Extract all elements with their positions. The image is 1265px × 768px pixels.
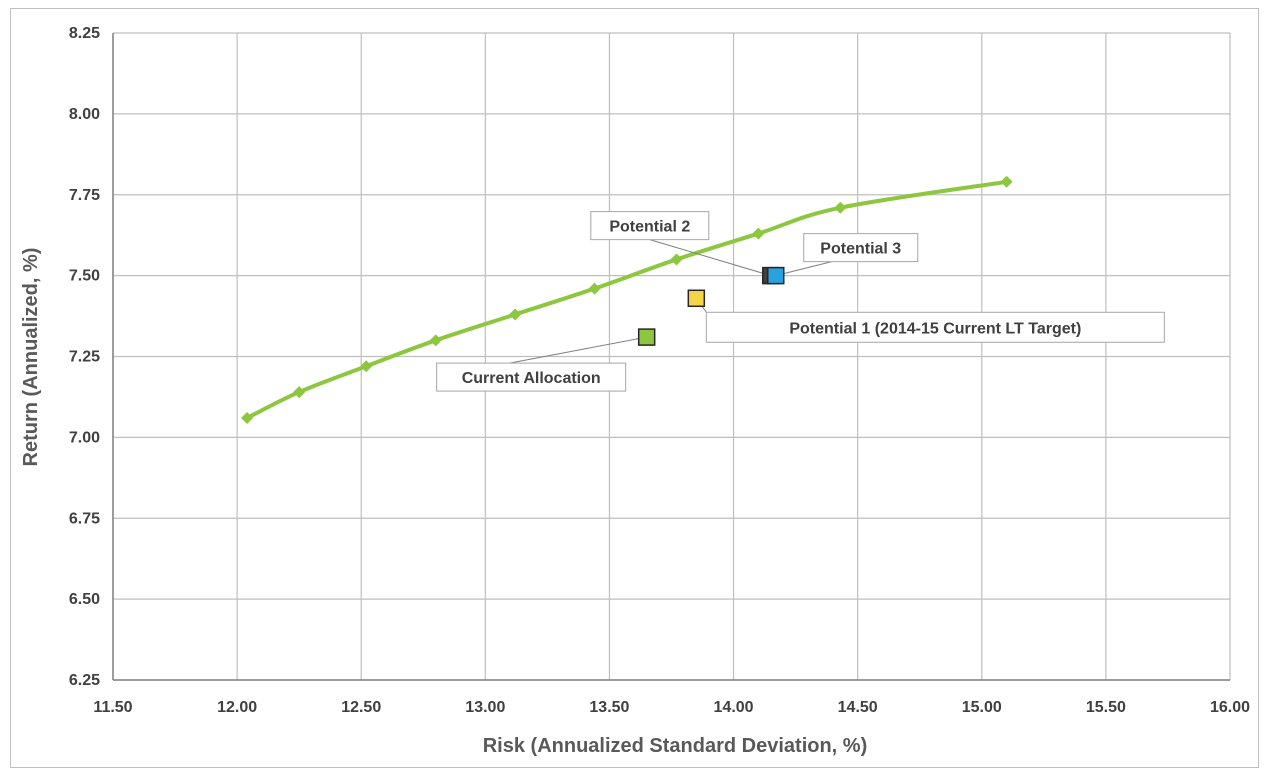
portfolio-point <box>637 328 656 346</box>
x-tick-label: 15.50 <box>1086 699 1126 716</box>
annotation-label: Potential 1 (2014-15 Current LT Target) <box>789 320 1081 337</box>
annotation-leader <box>509 336 647 364</box>
y-axis-title: Return (Annualized, %) <box>20 248 42 467</box>
frontier-point <box>293 386 306 399</box>
annotation-label: Current Allocation <box>462 370 601 387</box>
frontier-point <box>670 253 683 266</box>
x-tick-label: 15.00 <box>962 699 1002 716</box>
y-tick-label: 7.75 <box>69 187 100 204</box>
y-tick-labels: 6.25 6.50 6.75 7.00 7.25 7.50 7.75 8.00 8.25 <box>69 25 100 689</box>
annotation-box <box>705 311 1165 343</box>
frontier-point <box>834 201 847 214</box>
frontier-point <box>360 360 373 373</box>
x-tick-label: 11.50 <box>93 699 132 716</box>
y-tick-label: 8.00 <box>69 106 100 123</box>
frontier-line <box>246 179 1007 420</box>
y-tick-label: 8.25 <box>69 25 100 42</box>
annotation-box <box>590 211 710 241</box>
x-tick-labels: 11.50 12.00 12.50 13.00 13.50 14.00 14.50 15.00… <box>93 699 1250 716</box>
x-tick-label: 13.50 <box>589 699 629 716</box>
annotation-box <box>436 362 627 392</box>
y-tick-label: 6.25 <box>69 672 100 689</box>
frontier-point <box>429 334 442 347</box>
frontier-point <box>509 308 522 321</box>
y-tick-label: 6.75 <box>69 510 100 527</box>
y-tick-label: 6.50 <box>69 591 100 608</box>
x-tick-label: 14.50 <box>838 699 878 716</box>
frontier-point <box>241 411 254 424</box>
x-tick-label: 14.00 <box>714 699 754 716</box>
annotation-leader <box>649 239 771 277</box>
annotation-label: Potential 2 <box>609 219 690 236</box>
portfolio-points <box>637 266 785 346</box>
frontier-point <box>588 282 601 295</box>
annotation-leader <box>775 261 832 277</box>
y-tick-label: 7.50 <box>69 268 100 285</box>
x-tick-label: 13.00 <box>465 699 505 716</box>
efficient-frontier-series <box>241 175 1013 424</box>
portfolio-point <box>687 289 706 308</box>
x-tick-label: 12.50 <box>341 699 381 716</box>
y-tick-label: 7.00 <box>69 429 100 446</box>
x-tick-label: 16.00 <box>1210 699 1250 716</box>
annotation-box <box>803 233 919 263</box>
gridlines <box>112 32 1231 681</box>
x-tick-label: 12.00 <box>217 699 257 716</box>
annotation-label: Potential 3 <box>820 241 901 258</box>
y-tick-label: 7.25 <box>69 349 100 366</box>
portfolio-point <box>767 266 785 285</box>
frontier-point <box>752 227 765 240</box>
x-axis-title: Risk (Annualized Standard Deviation, %) <box>483 735 868 757</box>
annotations: Current Allocation Potential 1 (2014-15 C… <box>436 211 1165 392</box>
frontier-point <box>1000 175 1013 188</box>
